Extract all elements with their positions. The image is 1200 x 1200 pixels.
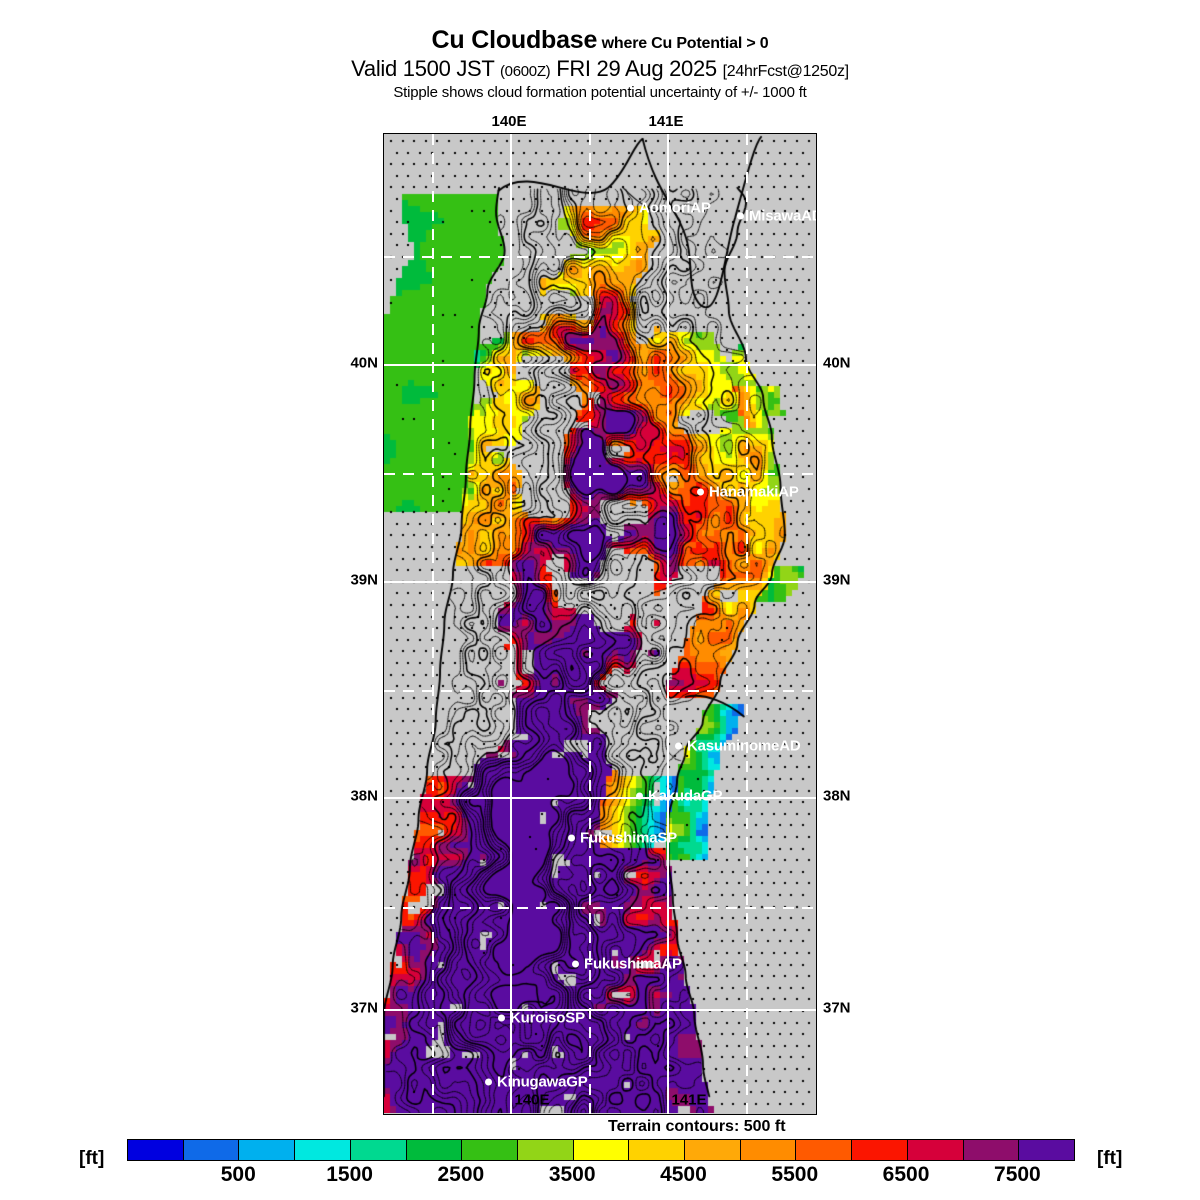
- station-misawaad[interactable]: MisawaAD: [737, 208, 816, 225]
- graticule-lat-dash-38.5: [384, 689, 816, 692]
- colorbar-segment-8: [573, 1140, 630, 1160]
- colorbar-segment-3: [295, 1140, 351, 1160]
- title-valid-line: Valid 1500 JST (0600Z) FRI 29 Aug 2025 […: [0, 56, 1200, 82]
- colorbar-segment-16: [1019, 1140, 1074, 1160]
- graticule-lon-dash-141.5: [745, 134, 748, 1114]
- colorbar-tick-500: 500: [220, 1163, 256, 1186]
- colorbar-segment-4: [350, 1140, 407, 1160]
- lat-label-left-39N: 39N: [350, 571, 378, 589]
- lat-label-left-37N: 37N: [350, 999, 378, 1017]
- station-label: AomoriAP: [639, 199, 711, 217]
- stipple-note: Stipple shows cloud formation potential …: [393, 83, 807, 101]
- station-fukushimasp[interactable]: FukushimaSP: [568, 830, 677, 847]
- station-label: MisawaAD: [749, 207, 816, 225]
- graticule-lon-140: [510, 134, 512, 1114]
- valid-prefix: Valid 1500 JST: [351, 56, 495, 81]
- title-line-1: Cu Cloudbase where Cu Potential > 0: [0, 26, 1200, 54]
- graticule-lat-dash-39.5: [384, 472, 816, 475]
- colorbar-segment-0: [128, 1140, 184, 1160]
- valid-forecast-tag: [24hrFcst@1250z]: [722, 63, 849, 80]
- station-marker-icon: [697, 488, 704, 496]
- colorbar-segment-9: [629, 1140, 686, 1160]
- station-label: FukushimaSP: [580, 829, 677, 847]
- graticule-lat-dash-37.5: [384, 906, 816, 909]
- station-marker-icon: [627, 204, 634, 212]
- lat-label-right-40N: 40N: [823, 354, 851, 372]
- colorbar-segment-6: [462, 1140, 518, 1160]
- colorbar-unit-left: [ft]: [79, 1148, 105, 1169]
- station-kuroisosp[interactable]: KuroisoSP: [498, 1010, 585, 1027]
- terrain-contour-layer: [384, 134, 815, 1113]
- station-hanamakiap[interactable]: HanamakiAP: [697, 484, 799, 501]
- lon-label-top-141E: 141E: [648, 113, 684, 130]
- colorbar-tick-5500: 5500: [771, 1163, 819, 1186]
- graticule-lat-39: [384, 581, 816, 583]
- station-kinugawagp[interactable]: KinugawaGP: [485, 1074, 588, 1091]
- station-label: HanamakiAP: [709, 483, 799, 501]
- colorbar-tick-6500: 6500: [882, 1163, 930, 1186]
- lat-label-right-37N: 37N: [823, 999, 851, 1017]
- lon-label-bottom-140E: 140E: [514, 1091, 550, 1109]
- graticule-lon-dash-139.5: [431, 134, 434, 1114]
- station-label: KakudaGP: [648, 787, 723, 805]
- colorbar-segment-11: [740, 1140, 797, 1160]
- colorbar-segment-12: [796, 1140, 853, 1160]
- lat-label-left-40N: 40N: [350, 354, 378, 372]
- station-marker-icon: [636, 792, 643, 800]
- graticule-lat-38: [384, 797, 816, 799]
- colorbar-segment-15: [963, 1140, 1020, 1160]
- station-label: KuroisoSP: [510, 1009, 585, 1027]
- title-block: Cu Cloudbase where Cu Potential > 0 Vali…: [0, 26, 1200, 101]
- terrain-contour-caption: Terrain contours: 500 ft: [608, 1118, 786, 1135]
- station-kasuminomead[interactable]: KasuminomeAD: [675, 737, 801, 755]
- colorbar-tick-7500: 7500: [994, 1163, 1041, 1186]
- colorbar-segment-13: [852, 1140, 908, 1160]
- graticule-lon-dash-140.5: [588, 134, 591, 1114]
- station-marker-icon: [737, 212, 744, 220]
- colorbar-segment-10: [685, 1140, 741, 1160]
- station-marker-icon: [675, 742, 682, 750]
- page-title: Cu Cloudbase: [431, 26, 598, 54]
- station-aomoriap[interactable]: AomoriAP: [627, 200, 711, 217]
- colorbar-tick-3500: 3500: [548, 1163, 596, 1186]
- graticule-lat-40: [384, 364, 816, 366]
- colorbar[interactable]: [127, 1139, 1075, 1161]
- station-marker-icon: [572, 960, 579, 968]
- valid-utc: (0600Z): [499, 63, 551, 80]
- colorbar-segment-14: [907, 1140, 964, 1160]
- station-marker-icon: [498, 1014, 505, 1022]
- valid-date: FRI 29 Aug 2025: [556, 56, 717, 81]
- station-label: FukushimaAP: [584, 955, 682, 973]
- graticule-lon-141: [667, 134, 669, 1114]
- colorbar-segment-2: [239, 1140, 296, 1160]
- station-marker-icon: [568, 834, 575, 842]
- lon-label-top-140E: 140E: [491, 113, 527, 130]
- colorbar-tick-labels: 500 1500 2500 3500 4500 5500 6500 7500: [0, 1163, 1200, 1193]
- colorbar-tick-1500: 1500: [326, 1163, 373, 1186]
- colorbar-segment-7: [517, 1140, 574, 1160]
- title-qualifier: where Cu Potential > 0: [601, 35, 769, 52]
- lat-label-right-38N: 38N: [823, 787, 851, 805]
- station-marker-icon: [485, 1078, 492, 1086]
- colorbar-segment-5: [406, 1140, 463, 1160]
- graticule-lat-37: [384, 1009, 816, 1011]
- colorbar-unit-right: [ft]: [1097, 1148, 1123, 1169]
- colorbar-tick-4500: 4500: [660, 1163, 707, 1186]
- graticule-lat-dash-40.5: [384, 255, 816, 258]
- map-canvas-container: AomoriAP MisawaAD HanamakiAP KasuminomeAD Ka…: [384, 134, 816, 1114]
- colorbar-tick-2500: 2500: [437, 1163, 485, 1186]
- colorbar-segment-1: [183, 1140, 240, 1160]
- station-label: KinugawaGP: [497, 1073, 588, 1091]
- lat-label-left-38N: 38N: [350, 787, 378, 805]
- lon-label-bottom-141E: 141E: [671, 1091, 707, 1109]
- lat-label-right-39N: 39N: [823, 571, 851, 589]
- station-kakudagp[interactable]: KakudaGP: [636, 788, 722, 805]
- map-panel[interactable]: AomoriAP MisawaAD HanamakiAP KasuminomeAD Ka…: [383, 133, 817, 1115]
- station-label: KasuminomeAD: [687, 737, 801, 755]
- station-fukushimaap[interactable]: FukushimaAP: [572, 956, 682, 973]
